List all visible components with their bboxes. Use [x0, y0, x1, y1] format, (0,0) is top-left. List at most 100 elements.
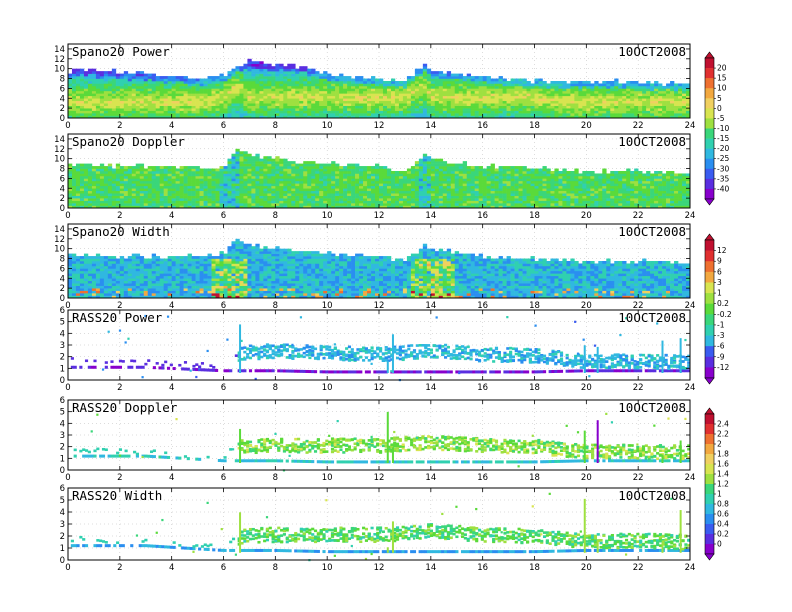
heat-cell — [498, 115, 503, 119]
heat-cell — [406, 190, 412, 194]
heat-cell — [398, 203, 404, 206]
heat-cell — [99, 88, 105, 92]
heat-cell — [283, 200, 288, 204]
heat-cell — [458, 166, 464, 169]
heat-cell — [502, 90, 507, 94]
heat-cell — [355, 190, 360, 194]
heat-cell — [115, 175, 121, 179]
heat-cell — [131, 175, 137, 179]
heat-cell — [207, 200, 212, 204]
heat-cell — [143, 203, 149, 206]
heat-cell — [167, 173, 172, 177]
heat-cell — [259, 98, 264, 102]
heat-cell — [630, 93, 635, 97]
heat-cell — [263, 88, 268, 92]
heat-cell — [263, 190, 268, 194]
heat-cell — [183, 190, 188, 194]
heat-cell — [179, 81, 184, 84]
heat-cell — [107, 85, 113, 89]
heat-cell — [650, 83, 655, 87]
heat-cell — [163, 190, 168, 194]
heat-cell — [570, 113, 575, 116]
heat-cell — [167, 193, 172, 196]
heat-cell — [179, 198, 184, 201]
heat-cell — [151, 205, 157, 209]
heat-cell — [578, 85, 583, 89]
heat-cell — [279, 158, 284, 162]
heat-cell — [131, 200, 137, 204]
heat-cell — [602, 98, 607, 102]
heat-cell — [538, 98, 543, 102]
heat-cell — [83, 76, 89, 79]
heat-cell — [554, 88, 559, 92]
heat-cell — [454, 190, 460, 194]
heat-cell — [83, 115, 89, 119]
heat-cell — [68, 173, 73, 177]
heat-cell — [490, 185, 495, 189]
heat-cell — [474, 103, 479, 106]
heat-cell — [558, 205, 563, 209]
heat-cell — [570, 115, 575, 119]
heat-cell — [586, 85, 591, 89]
heat-cell — [394, 98, 400, 102]
heat-cell — [347, 105, 352, 109]
heat-cell — [199, 85, 204, 89]
heat-cell — [430, 168, 436, 172]
heat-cell — [179, 190, 184, 194]
heat-cell — [139, 168, 145, 172]
heat-cell — [382, 168, 388, 172]
heat-cell — [303, 205, 308, 209]
heat-cell — [323, 76, 328, 79]
heat-cell — [351, 115, 356, 119]
heat-cell — [458, 83, 464, 87]
heat-cell — [135, 98, 141, 102]
heat-cell — [311, 78, 316, 82]
heat-cell — [203, 183, 208, 187]
heat-cell — [522, 93, 527, 97]
heat-cell — [219, 85, 224, 89]
heat-cell — [430, 163, 436, 167]
heat-cell — [562, 115, 567, 119]
heat-cell — [486, 175, 491, 179]
heat-cell — [618, 95, 623, 99]
y-tick-label: 12 — [54, 55, 65, 65]
heat-cell — [390, 88, 396, 92]
heat-cell — [239, 78, 244, 82]
heat-cell — [335, 93, 340, 97]
heat-cell — [291, 163, 296, 167]
heat-cell — [614, 93, 619, 97]
heat-cell — [331, 78, 336, 82]
heat-cell — [315, 168, 320, 172]
heat-cell — [666, 93, 671, 97]
heat-cell — [251, 115, 256, 119]
heat-cell — [686, 93, 691, 97]
heat-cell — [490, 183, 495, 187]
heat-cell — [239, 168, 244, 172]
heat-cell — [211, 190, 216, 194]
heat-cell — [235, 90, 240, 94]
heat-cell — [311, 105, 316, 109]
heat-cell — [231, 173, 236, 177]
heat-cell — [171, 95, 176, 99]
heat-cell — [642, 105, 647, 109]
heat-cell — [71, 185, 77, 189]
heat-cell — [646, 115, 651, 119]
heat-cell — [678, 113, 683, 116]
heat-cell — [347, 103, 352, 106]
heat-cell — [103, 168, 109, 172]
heat-cell — [398, 171, 404, 174]
heat-cell — [351, 198, 356, 201]
heat-cell — [175, 95, 180, 99]
heat-cell — [574, 110, 579, 114]
heat-cell — [251, 100, 256, 104]
heat-cell — [442, 173, 448, 177]
heat-cell — [251, 190, 256, 194]
heat-cell — [103, 76, 109, 79]
heat-cell — [422, 183, 428, 187]
heat-cell — [83, 98, 89, 102]
heat-cell — [546, 83, 551, 87]
heat-cell — [203, 190, 208, 194]
heat-cell — [518, 115, 523, 119]
heat-cell — [175, 168, 180, 172]
heat-cell — [446, 83, 452, 87]
